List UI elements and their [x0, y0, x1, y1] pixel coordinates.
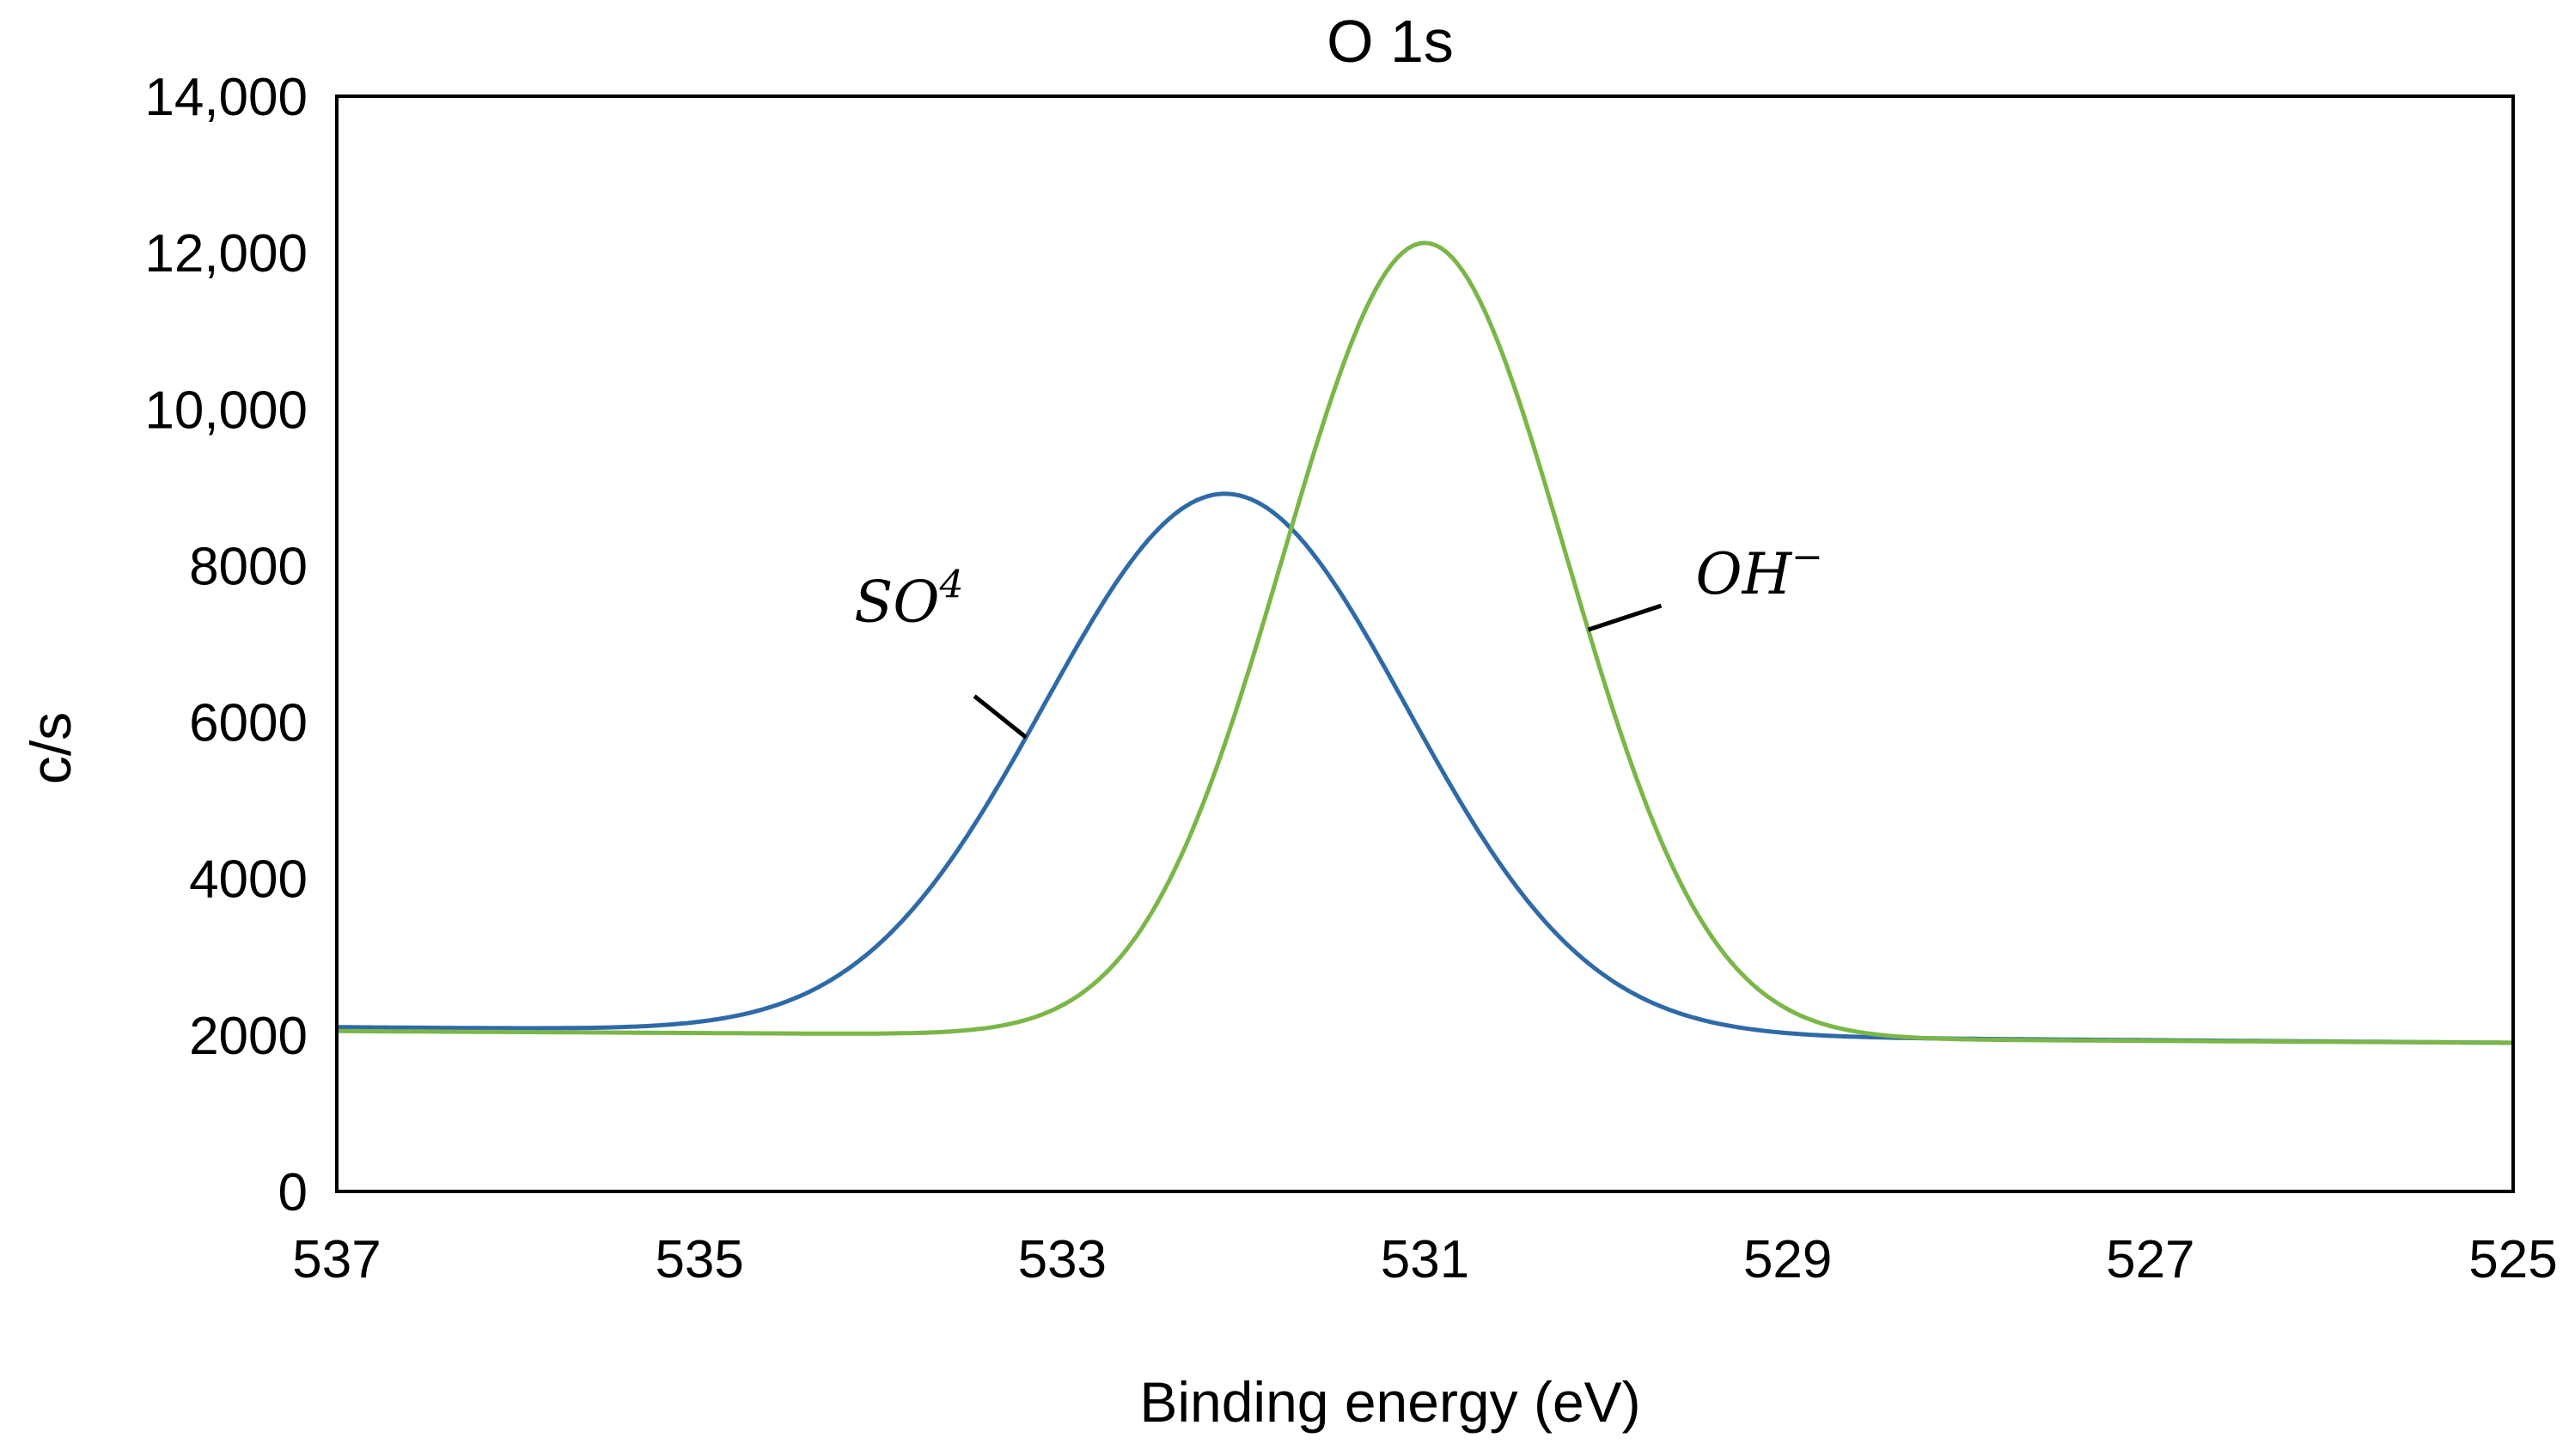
y-axis-label: c/s: [19, 712, 82, 784]
annotation-main-text: SO: [854, 569, 939, 635]
x-tick-label: 527: [2106, 1230, 2194, 1289]
x-axis-label: Binding energy (eV): [1139, 1370, 1640, 1434]
annotation-label-so4: SO4: [854, 563, 963, 635]
y-tick-labels: 0 2000 4000 6000 8000 10,000 12,000 14,000: [144, 68, 308, 1222]
y-tick-label: 6000: [189, 694, 308, 753]
x-tick-label: 529: [1743, 1230, 1832, 1289]
annotation-label-oh: OH−: [1695, 535, 1823, 607]
x-tick-label: 533: [1018, 1230, 1107, 1289]
annotation-main-text: OH: [1695, 541, 1792, 607]
plot-frame: [335, 94, 2515, 1193]
x-tick-label: 531: [1381, 1230, 1469, 1289]
y-tick-label: 8000: [189, 537, 308, 596]
x-tick-label: 535: [655, 1230, 743, 1289]
y-tick-label: 4000: [189, 850, 308, 910]
y-tick-label: 0: [278, 1163, 308, 1222]
y-tick-label: 2000: [189, 1007, 308, 1066]
series-line-oh: [337, 241, 2514, 1045]
x-tick-label: 537: [292, 1230, 381, 1289]
annotation-leader: [1587, 603, 1663, 632]
annotation-superscript: −: [1791, 535, 1823, 579]
plot-series: [336, 241, 2514, 1045]
x-tick-labels: 537 535 533 531 529 527 525: [292, 1230, 2557, 1289]
y-tick-label: 12,000: [144, 224, 308, 283]
y-tick-label: 14,000: [144, 68, 308, 127]
y-tick-label: 10,000: [144, 381, 308, 440]
annotations: SO4 OH−: [854, 535, 1823, 740]
x-tick-label: 525: [2468, 1230, 2557, 1289]
annotation-superscript: 4: [938, 563, 963, 606]
annotation-leader: [973, 694, 1028, 740]
chart-title: O 1s: [1327, 8, 1454, 75]
